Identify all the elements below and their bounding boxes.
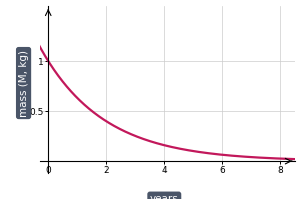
Text: mass (M, kg): mass (M, kg) — [19, 50, 29, 117]
Text: years: years — [150, 194, 179, 199]
